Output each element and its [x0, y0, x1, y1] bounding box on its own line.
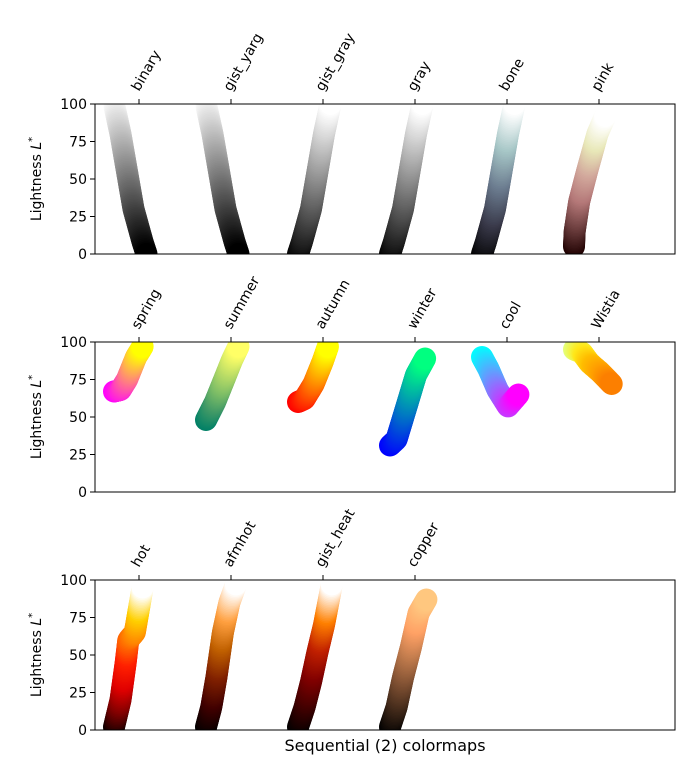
series-gist_yarg [195, 104, 250, 254]
ytick-label: 50 [69, 648, 87, 664]
ytick-label: 25 [69, 210, 87, 226]
point [131, 580, 154, 599]
colormap-label-bone: bone [497, 56, 528, 94]
series-summer [195, 342, 250, 431]
point [316, 342, 339, 358]
point [600, 373, 623, 395]
series-copper [379, 588, 438, 730]
series-cool [471, 346, 530, 418]
ytick-label: 100 [60, 335, 87, 351]
ytick-label: 75 [69, 611, 87, 627]
point [131, 342, 154, 358]
series-hot [103, 580, 154, 730]
colormap-label-hot: hot [129, 542, 155, 570]
ytick-label: 50 [69, 410, 87, 426]
ytick-label: 0 [78, 723, 87, 739]
series-winter [379, 347, 437, 457]
ytick-label: 0 [78, 247, 87, 263]
series-binary [103, 104, 158, 254]
point [503, 104, 526, 115]
colormap-label-cool: cool [497, 299, 525, 332]
series-gist_gray [287, 104, 342, 254]
colormap-label-gist_yarg: gist_yarg [221, 31, 267, 94]
ytick-label: 75 [69, 373, 87, 389]
series-autumn [287, 342, 339, 413]
series-pink [563, 105, 617, 254]
panel-2: 0 25 50 75 100 Lightness L* spring summer autumn… [27, 274, 676, 501]
figure-xlabel: Sequential (2) colormaps [284, 736, 485, 755]
point [227, 342, 250, 358]
ytick-label: 100 [60, 97, 87, 113]
panel-3-marks [103, 580, 438, 730]
ytick-label: 0 [78, 485, 87, 501]
ytick-label: 50 [69, 172, 87, 188]
point [320, 580, 343, 596]
point [507, 383, 530, 406]
colormap-label-autumn: autumn [313, 277, 354, 332]
y-axis-label: Lightness L* [27, 137, 45, 221]
colormap-label-summer: summer [221, 274, 264, 332]
panel-2-marks [103, 342, 623, 457]
y-axis-label: Lightness L* [27, 375, 45, 459]
point [224, 580, 247, 596]
point [414, 347, 437, 370]
colormap-label-spring: spring [129, 286, 165, 332]
ytick-label: 25 [69, 448, 87, 464]
point [227, 243, 250, 254]
panel-1: 0 25 50 75 100 Lightness L* binary gist_yarg gis… [27, 31, 676, 263]
colormap-label-gist_heat: gist_heat [313, 506, 359, 570]
series-gist_heat [287, 580, 343, 730]
point [135, 243, 158, 254]
series-gray [379, 104, 434, 254]
colormap-label-pink: pink [589, 59, 618, 94]
panel-3: 0 25 50 75 100 Lightness L* hot afmhot gist_heat… [27, 506, 676, 739]
colormap-label-afmhot: afmhot [221, 518, 260, 570]
point [319, 104, 342, 115]
series-bone [471, 104, 526, 254]
ytick-label: 75 [69, 135, 87, 151]
series-spring [103, 342, 154, 403]
colormap-label-gist_gray: gist_gray [313, 31, 359, 94]
colormap-label-gray: gray [405, 59, 435, 94]
point [411, 104, 434, 115]
colormap-label-wistia: Wistia [589, 287, 624, 332]
series-wistia [563, 342, 623, 395]
colormap-label-binary: binary [129, 48, 165, 94]
ytick-label: 25 [69, 686, 87, 702]
colormap-label-copper: copper [405, 520, 443, 570]
colormap-label-winter: winter [405, 286, 441, 332]
ytick-label: 100 [60, 573, 87, 589]
panel-1-marks [103, 104, 617, 254]
series-afmhot [195, 580, 247, 730]
point [415, 588, 438, 611]
point [594, 105, 617, 127]
y-axis-label: Lightness L* [27, 613, 45, 697]
